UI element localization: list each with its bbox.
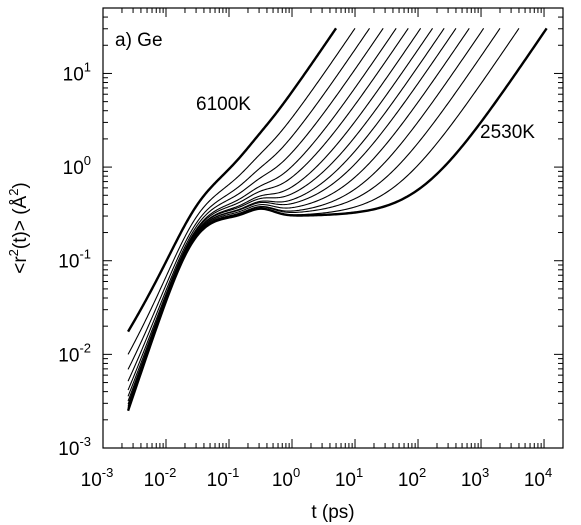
- msd-curve-15: [126, 27, 548, 412]
- msd-curve-8: [127, 28, 433, 405]
- y-tick-label: 101: [63, 59, 91, 85]
- y-tick-label: 10-2: [58, 340, 91, 366]
- msd-curve-9: [127, 28, 445, 407]
- x-tick-label: 10-3: [81, 465, 114, 491]
- msd-curve-7: [127, 28, 422, 402]
- msd-curve-2: [127, 27, 356, 355]
- y-title-post: ): [10, 182, 31, 188]
- x-tick-label: 102: [398, 465, 426, 491]
- x-axis-title: t (ps): [311, 502, 354, 523]
- y-title-sup1: 2: [6, 249, 21, 256]
- x-tick-label: 104: [524, 465, 552, 491]
- x-tick-label: 100: [272, 465, 300, 491]
- msd-curve-3: [127, 27, 370, 370]
- x-tick-label: 10-1: [207, 465, 240, 491]
- msd-curve-4: [127, 27, 384, 382]
- x-tick-label: 103: [461, 465, 489, 491]
- msd-curve-10: [127, 28, 457, 409]
- y-title-pre: <r: [10, 256, 31, 274]
- panel-label: a) Ge: [115, 30, 163, 51]
- x-tick-label: 101: [335, 465, 363, 491]
- annotation-6100k: 6100K: [196, 94, 251, 115]
- msd-curves: [126, 27, 548, 412]
- msd-curve-6: [127, 27, 409, 397]
- x-tick-label: 10-2: [144, 465, 177, 491]
- y-axis-title: <r2(t)> (Å2): [6, 182, 31, 274]
- annotation-2530k: 2530K: [480, 122, 535, 143]
- y-tick-label: 10-3: [58, 434, 91, 460]
- y-tick-label: 100: [63, 153, 91, 179]
- y-tick-label: 10-1: [58, 247, 91, 273]
- y-title-mid: (t)> (Å: [10, 195, 31, 249]
- msd-curve-1: [127, 27, 338, 333]
- plot-frame: [102, 7, 564, 449]
- y-tick-labels: 10-3 10-2 10-1 100 101: [58, 59, 91, 460]
- x-tick-labels: 10-3 10-2 10-1 100 101 102 103 104: [81, 465, 553, 491]
- msd-curve-5: [127, 27, 397, 391]
- y-title-sup2: 2: [6, 189, 21, 196]
- axis-ticks: [102, 7, 564, 449]
- msd-curve-11: [127, 28, 470, 410]
